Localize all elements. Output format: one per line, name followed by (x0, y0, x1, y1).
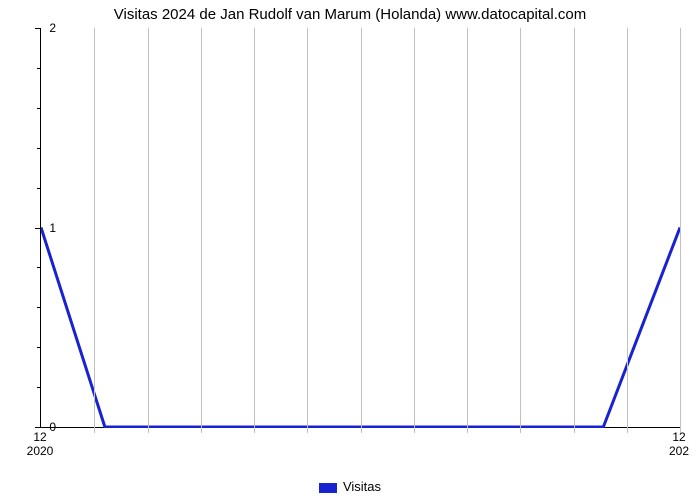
x-tick-label-top: 12 (33, 430, 46, 444)
gridline-vertical (680, 28, 681, 433)
x-tick-label-bottom: 202 (669, 444, 689, 458)
gridline-vertical (361, 28, 362, 433)
y-tick-label: 2 (49, 21, 56, 35)
y-minor-tick (37, 68, 41, 69)
legend-swatch (319, 483, 337, 493)
y-minor-tick (37, 387, 41, 388)
gridline-vertical (148, 28, 149, 433)
plot-area (40, 28, 680, 428)
y-minor-tick (37, 148, 41, 149)
legend: Visitas (0, 479, 700, 494)
y-minor-tick (37, 267, 41, 268)
gridline-vertical (254, 28, 255, 433)
gridline-vertical (307, 28, 308, 433)
gridline-vertical (94, 28, 95, 433)
y-tick-label: 0 (49, 420, 56, 434)
y-minor-tick (37, 347, 41, 348)
gridline-vertical (414, 28, 415, 433)
legend-label: Visitas (343, 479, 381, 494)
y-major-tick (35, 228, 41, 229)
chart-title: Visitas 2024 de Jan Rudolf van Marum (Ho… (0, 6, 700, 23)
x-tick-label-top: 12 (672, 430, 685, 444)
y-minor-tick (37, 188, 41, 189)
y-major-tick (35, 427, 41, 428)
gridline-vertical (520, 28, 521, 433)
y-minor-tick (37, 307, 41, 308)
y-minor-tick (37, 108, 41, 109)
gridline-vertical (467, 28, 468, 433)
chart-container: Visitas 2024 de Jan Rudolf van Marum (Ho… (0, 0, 700, 500)
gridline-vertical (574, 28, 575, 433)
x-tick-label-bottom: 2020 (27, 444, 54, 458)
gridline-vertical (627, 28, 628, 433)
gridline-vertical (201, 28, 202, 433)
y-major-tick (35, 28, 41, 29)
y-tick-label: 1 (49, 221, 56, 235)
